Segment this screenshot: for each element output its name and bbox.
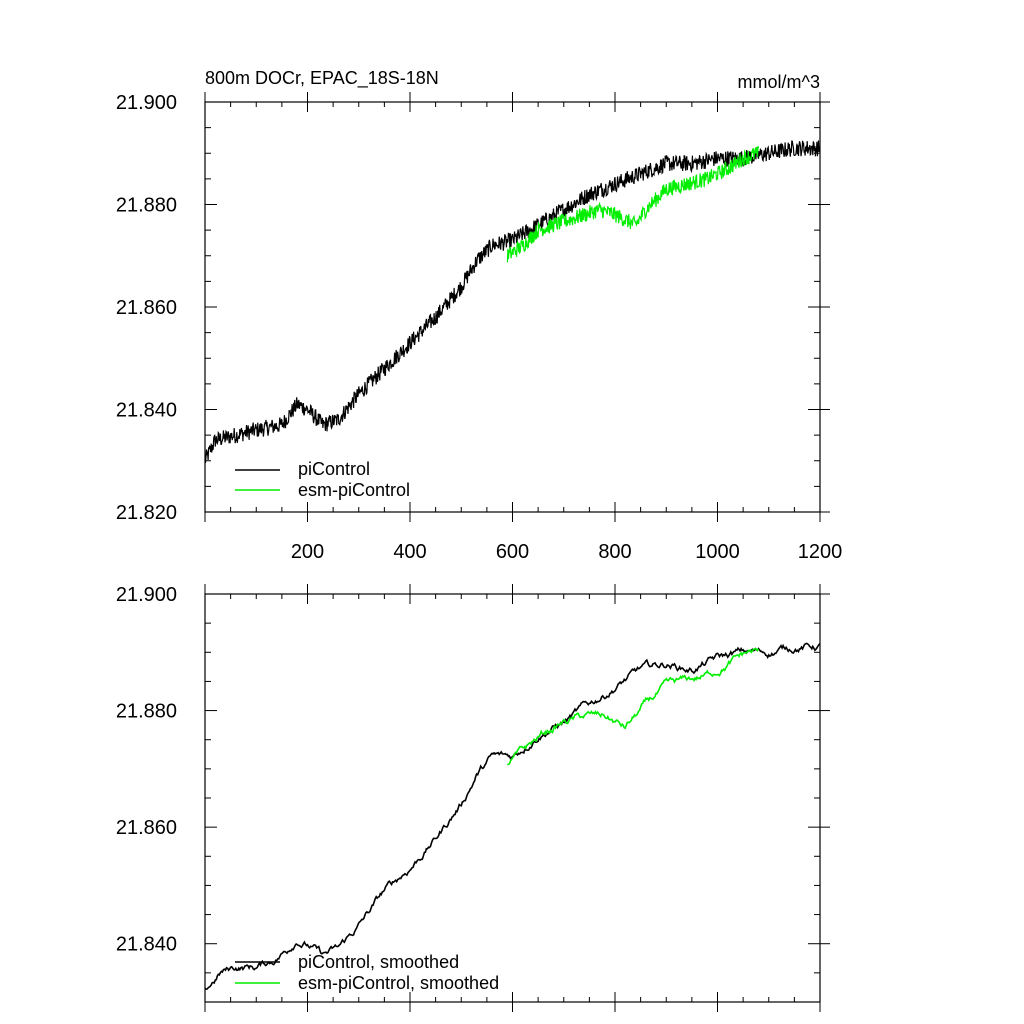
x-tick-label: 400 (393, 541, 426, 563)
units-label: mmol/m^3 (738, 72, 820, 92)
x-tick-label: 1000 (695, 541, 740, 563)
y-tick-label: 21.900 (116, 92, 177, 114)
y-tick-label: 21.840 (116, 400, 177, 422)
bottom-axes: 21.840 21.860 21.880 21.900 (116, 584, 830, 1012)
bottom-series-group (205, 642, 820, 990)
x-tick-label: 1200 (798, 541, 843, 563)
legend-label-picontrol-smoothed: piControl, smoothed (298, 952, 459, 972)
series-line-picontrol (205, 140, 820, 463)
bottom-panel: 21.840 21.860 21.880 21.900 piControl, smoo… (116, 584, 830, 1012)
plot-frame (204, 593, 821, 1003)
x-tick-label: 600 (496, 541, 529, 563)
bottom-legend: piControl, smoothed esm-piControl, smoot… (235, 952, 499, 993)
y-tick-label: 21.860 (116, 817, 177, 839)
top-panel: 800m DOCr, EPAC_18S-18N mmol/m^3 200 400 6… (116, 68, 842, 563)
chart-title: 800m DOCr, EPAC_18S-18N (205, 68, 439, 89)
y-tick-label: 21.860 (116, 297, 177, 319)
y-tick-label: 21.840 (116, 934, 177, 956)
top-series-group (205, 140, 820, 463)
series-line-esm-picontrol (506, 146, 760, 263)
y-tick-label: 21.900 (116, 584, 177, 606)
x-tick-label: 200 (291, 541, 324, 563)
y-tick-label: 21.880 (116, 195, 177, 217)
series-line-picontrol-smoothed (205, 642, 820, 990)
x-tick-label: 800 (598, 541, 631, 563)
top-legend: piControl esm-piControl (235, 459, 410, 500)
y-tick-label: 21.880 (116, 701, 177, 723)
series-line-esm-picontrol-smoothed (506, 647, 760, 766)
legend-label-esm-picontrol: esm-piControl (298, 480, 410, 500)
y-tick-label: 21.820 (116, 502, 177, 524)
legend-label-picontrol: piControl (298, 459, 370, 479)
top-axes: 200 400 600 800 1000 1200 21.820 21.840 21.860 21… (116, 92, 842, 563)
legend-label-esm-picontrol-smoothed: esm-piControl, smoothed (298, 973, 499, 993)
